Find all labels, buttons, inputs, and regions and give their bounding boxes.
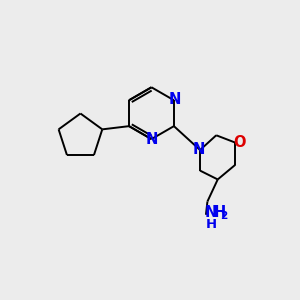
Text: N: N <box>192 142 205 157</box>
Text: N: N <box>205 205 217 220</box>
Text: H: H <box>214 205 226 220</box>
Text: O: O <box>233 134 245 149</box>
Text: 2: 2 <box>220 211 228 221</box>
Text: N: N <box>169 92 181 107</box>
Text: N: N <box>146 132 158 147</box>
Text: H: H <box>206 218 217 231</box>
